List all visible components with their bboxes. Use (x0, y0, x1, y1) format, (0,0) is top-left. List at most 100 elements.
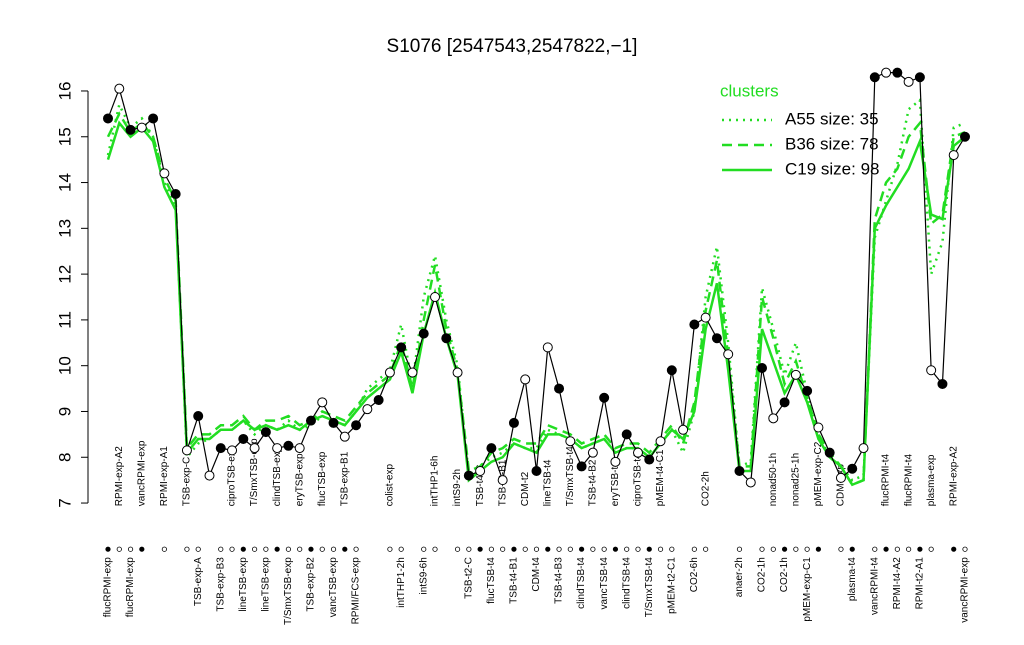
x-tick-label: clindTSB-exp (272, 446, 283, 506)
rug-dot (353, 546, 359, 552)
x-tick-label: RPMI-exp-A1 (159, 446, 170, 506)
point (283, 440, 294, 451)
point (227, 445, 238, 456)
x-tick-label: TSB-t2-C (463, 557, 474, 599)
point (136, 122, 147, 133)
x-tick-label: TSB-exp-A (193, 557, 204, 606)
x-tick-label: TSB-t4-B1 (509, 557, 520, 604)
y-tick-label: 15 (55, 127, 74, 146)
x-tick-label: eryTSB-t4 (610, 461, 621, 506)
point (294, 443, 305, 454)
point (249, 443, 260, 454)
x-tick-label: vancTSB-exp (328, 557, 339, 617)
rug-dot (105, 546, 111, 552)
rug-dot (951, 546, 957, 552)
point (542, 342, 553, 353)
y-tick-label: 8 (55, 453, 74, 462)
point (768, 413, 779, 424)
point (497, 475, 508, 486)
point (260, 427, 271, 438)
x-tick-label: plasma-exp (926, 454, 937, 506)
x-tick-label: nonad25-1h (790, 453, 801, 506)
x-tick-label: RPMI/FCS-exp (351, 557, 362, 625)
x-tick-label: CDM-t4 (531, 557, 542, 592)
point (711, 333, 722, 344)
x-tick-label: pMEM-t2-C1 (666, 557, 677, 614)
rug-dot (330, 546, 337, 552)
rug-dot (770, 546, 776, 552)
y-tick-label: 14 (55, 173, 74, 192)
rug-dot (477, 546, 483, 552)
y-tick-label: 7 (55, 498, 74, 507)
y-tick-label: 11 (55, 311, 74, 329)
x-tick-label: pMEM-t4-C1 (655, 449, 666, 506)
point (644, 454, 655, 465)
y-tick-label: 16 (55, 82, 74, 101)
x-tick-label: flucTSB-t4 (486, 557, 497, 604)
x-tick-label: lineTSB-exp (238, 557, 249, 612)
point (430, 292, 441, 303)
rug-dot (398, 546, 404, 552)
x-tick-label: CO2-1h (757, 557, 768, 592)
point (689, 319, 700, 330)
x-tick-label: CDM-exp (836, 464, 847, 507)
rug-dot (624, 546, 630, 552)
point (170, 188, 181, 199)
x-tick-label: ciproTSB-exp (227, 445, 238, 506)
x-tick-label: ciproTSB-t4 (633, 453, 644, 506)
point (678, 424, 689, 435)
point (305, 415, 316, 426)
point (238, 433, 249, 444)
x-tick-label: RPMI-t4-A2 (892, 557, 903, 610)
point (858, 443, 869, 454)
point (835, 472, 846, 483)
x-tick-label: RPMI-exp-A2 (948, 446, 959, 506)
point (723, 349, 734, 360)
rug-dot (556, 546, 562, 552)
point (452, 367, 463, 378)
point (125, 124, 136, 135)
rug-dot (872, 546, 878, 552)
point (700, 312, 711, 323)
cluster-line (106, 111, 966, 487)
rug-dot (657, 546, 664, 552)
rug-dot (759, 546, 765, 552)
rug-dot (421, 546, 427, 552)
point (193, 411, 204, 422)
x-tick-label: T/SmxTSB-exp (249, 438, 260, 506)
rug-dot (906, 546, 912, 552)
point (948, 150, 959, 161)
rug-dot (184, 546, 190, 552)
x-tick-label: CO2-1h (779, 557, 790, 592)
x-tick-label: intTHP1-6h (430, 456, 441, 507)
point (407, 367, 418, 378)
x-tick-label: flucRPMI-t4 (903, 454, 914, 507)
x-tick-label: TSB-t4-C (475, 465, 486, 507)
point (869, 72, 880, 83)
point (745, 477, 756, 488)
rug-dot (454, 546, 461, 552)
point (114, 83, 125, 94)
rug-dot (387, 546, 393, 552)
x-tick-label: CDM-t2 (520, 471, 531, 506)
x-tick-label: anaer-2h (734, 557, 745, 597)
rug-dot (500, 546, 506, 552)
point (486, 443, 497, 454)
rug-dot (849, 546, 855, 552)
x-tick-label: vancRPMI-t4 (869, 557, 880, 615)
y-tick-label: 9 (55, 407, 74, 416)
x-tick-label: nonad50-1h (768, 453, 779, 506)
point (272, 443, 283, 454)
rug-dot (161, 546, 167, 552)
point (339, 431, 350, 442)
x-tick-label: CO2-2h (700, 471, 711, 506)
x-tick-label: lineTSB-t4 (542, 459, 553, 506)
rug-dot (342, 546, 348, 552)
rug-dot (804, 546, 810, 552)
rug-dot (466, 546, 472, 552)
point (565, 436, 576, 447)
point (351, 420, 362, 431)
point (937, 379, 948, 389)
point (159, 168, 170, 179)
rug-dot (894, 546, 900, 552)
